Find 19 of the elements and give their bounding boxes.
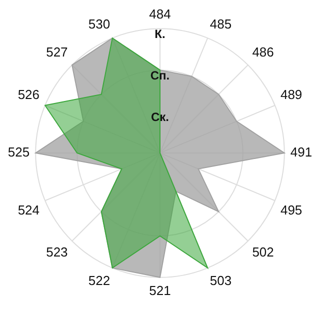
y-tick-label: Сп.: [150, 68, 170, 82]
spoke-label: 527: [46, 44, 68, 60]
spoke-label: 502: [252, 244, 274, 260]
spoke-label: 522: [88, 272, 110, 288]
spoke-label: 485: [210, 16, 232, 32]
spoke-label: 486: [252, 44, 274, 60]
y-tick-label: Ск.: [150, 110, 170, 124]
spoke-label: 523: [46, 244, 68, 260]
spoke-label: 521: [149, 282, 171, 298]
spoke-label: 491: [290, 144, 312, 160]
spoke-label: 503: [210, 272, 232, 288]
spoke-label: 484: [149, 6, 171, 22]
spoke-label: 530: [88, 16, 110, 32]
spoke-label: 526: [18, 86, 40, 102]
spoke-label: 495: [280, 202, 302, 218]
y-tick-label: К.: [154, 26, 166, 41]
spoke-label: 489: [280, 86, 302, 102]
spoke-label: 525: [8, 144, 30, 160]
spoke-label: 524: [18, 202, 40, 218]
